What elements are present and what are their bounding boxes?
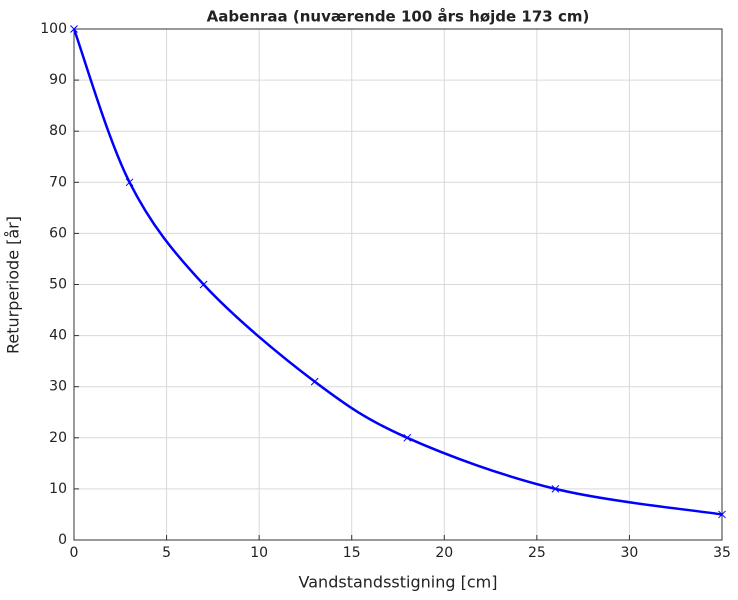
chart-title: Aabenraa (nuværende 100 års højde 173 cm…	[207, 8, 590, 26]
x-tick-label: 35	[713, 545, 731, 561]
y-tick-label: 70	[49, 174, 67, 190]
marker	[199, 280, 208, 289]
marker	[403, 433, 412, 442]
marker	[551, 485, 560, 493]
x-tick-label: 15	[343, 545, 361, 561]
y-tick-label: 80	[49, 123, 67, 139]
y-tick-label: 10	[49, 481, 67, 497]
x-tick-label: 10	[250, 545, 268, 561]
y-tick-label: 40	[49, 328, 67, 344]
marker	[125, 178, 134, 187]
y-tick-label: 30	[49, 379, 67, 395]
plot-frame	[73, 28, 723, 541]
x-tick-label: 25	[528, 545, 546, 561]
x-tick-label: 5	[162, 545, 171, 561]
x-tick-label: 20	[435, 545, 453, 561]
line	[72, 28, 723, 516]
y-tick-label: 100	[40, 21, 67, 37]
y-tick-label: 90	[49, 72, 67, 88]
marker	[310, 377, 319, 386]
x-tick-label: 0	[70, 545, 79, 561]
y-tick-label: 60	[49, 225, 67, 241]
marker	[718, 510, 726, 519]
y-axis-label: Returperiode [år]	[4, 216, 23, 354]
x-tick-label: 30	[621, 545, 639, 561]
y-tick-label: 20	[49, 430, 67, 446]
x-axis-label: Vandstandsstigning [cm]	[299, 573, 498, 592]
marker	[70, 25, 78, 33]
y-tick-label: 50	[49, 277, 67, 293]
y-tick-label: 0	[58, 532, 67, 548]
